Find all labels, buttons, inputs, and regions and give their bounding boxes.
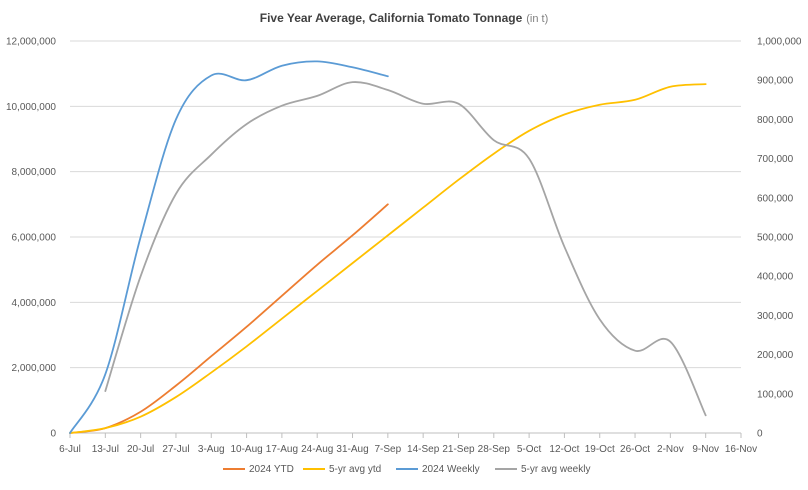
- x-tick-label: 12-Oct: [549, 444, 579, 455]
- y-right-tick-label: 200,000: [757, 350, 794, 361]
- x-tick-label: 7-Sep: [374, 444, 401, 455]
- y-right-tick-label: 800,000: [757, 115, 794, 126]
- legend-label-5-yr-avg-ytd: 5-yr avg ytd: [329, 464, 381, 475]
- x-tick-label: 10-Aug: [230, 444, 262, 455]
- x-tick-label: 20-Jul: [127, 444, 154, 455]
- x-tick-label: 19-Oct: [585, 444, 615, 455]
- chart-title: Five Year Average, California Tomato Ton…: [260, 11, 549, 25]
- x-tick-label: 9-Nov: [692, 444, 719, 455]
- y-right-tick-label: 300,000: [757, 311, 794, 322]
- x-tick-label: 3-Aug: [198, 444, 225, 455]
- y-left-tick-label: 6,000,000: [12, 233, 57, 244]
- axes: 0 2,000,000 4,000,000 6,000,000 8,000,000 10,…: [6, 37, 802, 456]
- series-line-5-yr-avg-ytd: [69, 83, 707, 434]
- y-right-tick-label: 1,000,000: [757, 37, 802, 48]
- x-tick-label: 28-Sep: [478, 444, 511, 455]
- x-tick-label: 24-Aug: [301, 444, 333, 455]
- x-tick-label: 26-Oct: [620, 444, 650, 455]
- y-left-tick-label: 8,000,000: [12, 167, 57, 178]
- x-tick-label: 6-Jul: [59, 444, 81, 455]
- y-right-tick-label: 0: [757, 429, 763, 440]
- y-right-tick-label: 100,000: [757, 389, 794, 400]
- y-left-tick-label: 0: [50, 429, 56, 440]
- legend-label-2024-weekly: 2024 Weekly: [422, 464, 480, 475]
- x-tick-label: 5-Oct: [517, 444, 542, 455]
- x-tick-label: 27-Jul: [162, 444, 189, 455]
- x-tick-label: 13-Jul: [92, 444, 119, 455]
- series-layer: [69, 60, 707, 434]
- y-left-tick-label: 2,000,000: [12, 363, 57, 374]
- y-left-tick-label: 12,000,000: [6, 37, 56, 48]
- series-line-2024-weekly: [69, 60, 389, 434]
- series-line-2024-ytd: [69, 203, 389, 434]
- y-right-tick-label: 400,000: [757, 272, 794, 283]
- legend: 2024 YTD 5-yr avg ytd 2024 Weekly 5-yr avg …: [223, 464, 590, 475]
- y-left-tick-label: 4,000,000: [12, 298, 57, 309]
- legend-label-5-yr-avg-weekly: 5-yr avg weekly: [521, 464, 590, 475]
- x-tick-label: 21-Sep: [442, 444, 475, 455]
- x-tick-label: 14-Sep: [407, 444, 440, 455]
- x-tick-label: 17-Aug: [266, 444, 298, 455]
- y-right-tick-label: 900,000: [757, 76, 794, 87]
- legend-label-2024-ytd: 2024 YTD: [249, 464, 294, 475]
- series-line-5-yr-avg-weekly: [104, 81, 707, 417]
- x-tick-label: 16-Nov: [725, 444, 757, 455]
- y-right-tick-label: 600,000: [757, 193, 794, 204]
- x-tick-label: 2-Nov: [657, 444, 684, 455]
- chart-title-main: Five Year Average, California Tomato Ton…: [260, 11, 523, 25]
- y-right-tick-label: 700,000: [757, 154, 794, 165]
- y-right-tick-label: 500,000: [757, 233, 794, 244]
- y-left-tick-label: 10,000,000: [6, 102, 56, 113]
- chart-title-units: (in t): [526, 13, 548, 25]
- x-tick-label: 31-Aug: [336, 444, 368, 455]
